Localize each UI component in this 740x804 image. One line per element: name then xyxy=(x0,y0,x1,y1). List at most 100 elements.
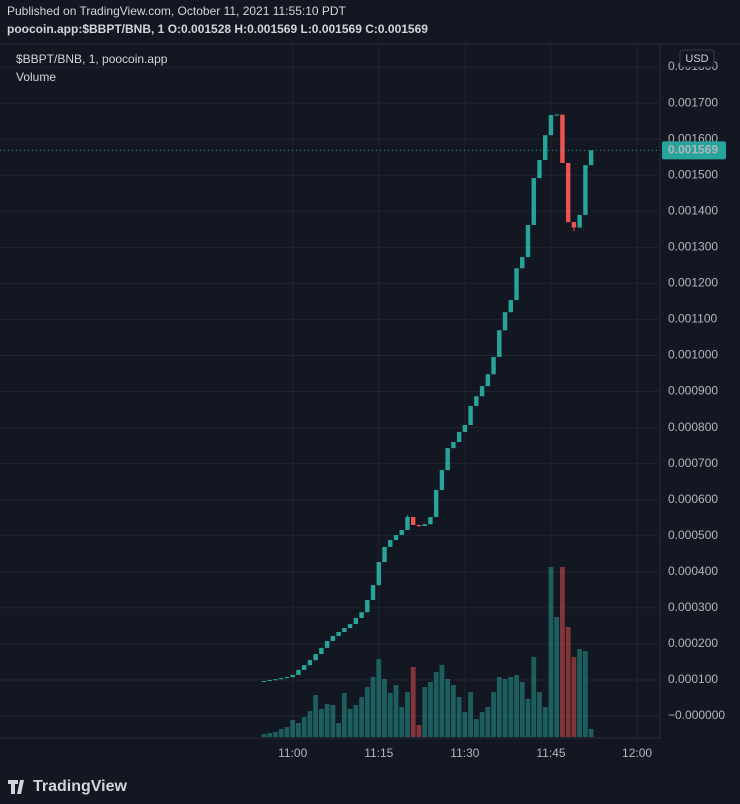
candle-body xyxy=(279,678,284,680)
volume-bar xyxy=(537,692,542,737)
symbol-name: poocoin.app:$BBPT/BNB, 1 xyxy=(7,22,165,36)
volume-bar xyxy=(273,732,278,737)
candle-body xyxy=(428,517,433,525)
logo-icon xyxy=(8,780,24,794)
volume-bar xyxy=(456,697,462,737)
volume-bar xyxy=(571,657,577,737)
volume-bar xyxy=(473,719,479,737)
axis: −0.000000 0.000100 0.000200 0.000300 0.00040… xyxy=(278,59,726,760)
candle-body xyxy=(537,160,542,179)
currency[interactable]: USD xyxy=(685,53,708,65)
candle-body xyxy=(462,425,468,432)
volume-bar xyxy=(582,651,588,737)
candle-body xyxy=(554,114,559,116)
last-price-box xyxy=(662,141,726,160)
volume-bar xyxy=(491,692,496,737)
candle-body xyxy=(301,665,307,670)
candle-body xyxy=(290,674,295,678)
y-tick-label: −0.000000 xyxy=(668,708,725,722)
candle-body xyxy=(548,115,554,136)
volume-bar xyxy=(554,617,560,737)
volume-bar xyxy=(433,672,439,737)
y-tick-label: 0.000400 xyxy=(668,564,718,578)
candle-body xyxy=(565,162,571,223)
volume-bar xyxy=(508,677,514,737)
volume-bar xyxy=(405,692,410,737)
y-tick-label: 0.001100 xyxy=(668,312,717,326)
candle-body xyxy=(560,114,565,163)
y-tick-label: 0.001400 xyxy=(668,203,718,217)
volume-bar xyxy=(410,667,416,737)
y-tick-label: 0.001500 xyxy=(668,167,718,181)
volume-bar xyxy=(479,712,485,737)
x-tick-label: 11:15 xyxy=(364,746,393,760)
candle-body xyxy=(485,374,491,387)
volume-bar xyxy=(296,723,301,737)
x-tick-label: 11:30 xyxy=(450,746,479,760)
volume-bar xyxy=(347,709,353,737)
chart-title: $BBPT/BNB, 1, poocoin.app xyxy=(16,52,168,66)
candle-body xyxy=(525,224,531,258)
logo-text: TradingView xyxy=(33,778,128,795)
volume-bar xyxy=(393,685,399,737)
last-price-label: 0.001569 xyxy=(668,143,718,157)
candle-body xyxy=(422,524,427,527)
volume-bar xyxy=(428,682,433,737)
volume-bar xyxy=(439,665,445,737)
volume-bar xyxy=(359,697,364,737)
candle-body xyxy=(543,135,548,161)
symbol: poocoin.app:$BBPT/BNB, 1 O:0.001528 H:0.… xyxy=(7,22,428,36)
candle-body xyxy=(359,612,364,618)
candle-body xyxy=(416,524,422,527)
y-tick-label: 0.001300 xyxy=(668,240,718,254)
candle-body xyxy=(514,268,519,300)
candle-body xyxy=(261,681,267,683)
candle-body xyxy=(330,635,336,642)
currency-box[interactable] xyxy=(679,49,715,68)
candle-body xyxy=(336,632,341,636)
candle-body xyxy=(411,517,416,525)
y-tick-label: 0.000800 xyxy=(668,420,718,434)
candle-body xyxy=(456,431,462,443)
candle-body xyxy=(451,442,456,449)
volume-bar xyxy=(318,709,324,737)
volume-bar xyxy=(422,687,428,737)
candle-body xyxy=(273,679,278,681)
candle-body xyxy=(491,356,496,375)
candle-body xyxy=(267,679,272,682)
volume-bar xyxy=(588,729,594,737)
volume-bar xyxy=(370,677,376,737)
candle-body xyxy=(508,299,513,313)
candle-body xyxy=(474,396,479,406)
x-tick-label: 11:00 xyxy=(278,746,307,760)
candle-body xyxy=(445,448,450,471)
y-tick-label: 0.000600 xyxy=(668,492,718,506)
volume-bar xyxy=(284,727,290,737)
volume-bar xyxy=(336,723,342,737)
y-tick-label: 0.000200 xyxy=(668,636,718,650)
y-tick-label: 0.000500 xyxy=(668,528,718,542)
published: Published on TradingView.com, October 11… xyxy=(7,4,347,18)
candle-body xyxy=(468,405,473,426)
volume-bar xyxy=(261,734,267,737)
volume-bar xyxy=(519,682,525,737)
candle-body xyxy=(502,312,508,331)
y-tick-label: 0.000300 xyxy=(668,600,718,614)
volume-bar xyxy=(267,733,273,737)
volume-bar xyxy=(525,699,531,737)
candle-body xyxy=(479,386,485,397)
candle-body xyxy=(531,178,536,225)
y-tick-label: 0.001200 xyxy=(668,276,718,290)
candle-body xyxy=(583,165,588,215)
volume-bar xyxy=(416,725,422,737)
candle-body xyxy=(497,330,502,357)
volume-bar xyxy=(468,692,474,737)
volume-bar xyxy=(542,707,548,737)
candle-body xyxy=(520,257,525,269)
candle-body xyxy=(370,585,376,600)
volume-bar xyxy=(531,657,537,737)
ohlc: L:0.001569 xyxy=(300,22,362,36)
y-tick-label: 0.000900 xyxy=(668,384,718,398)
